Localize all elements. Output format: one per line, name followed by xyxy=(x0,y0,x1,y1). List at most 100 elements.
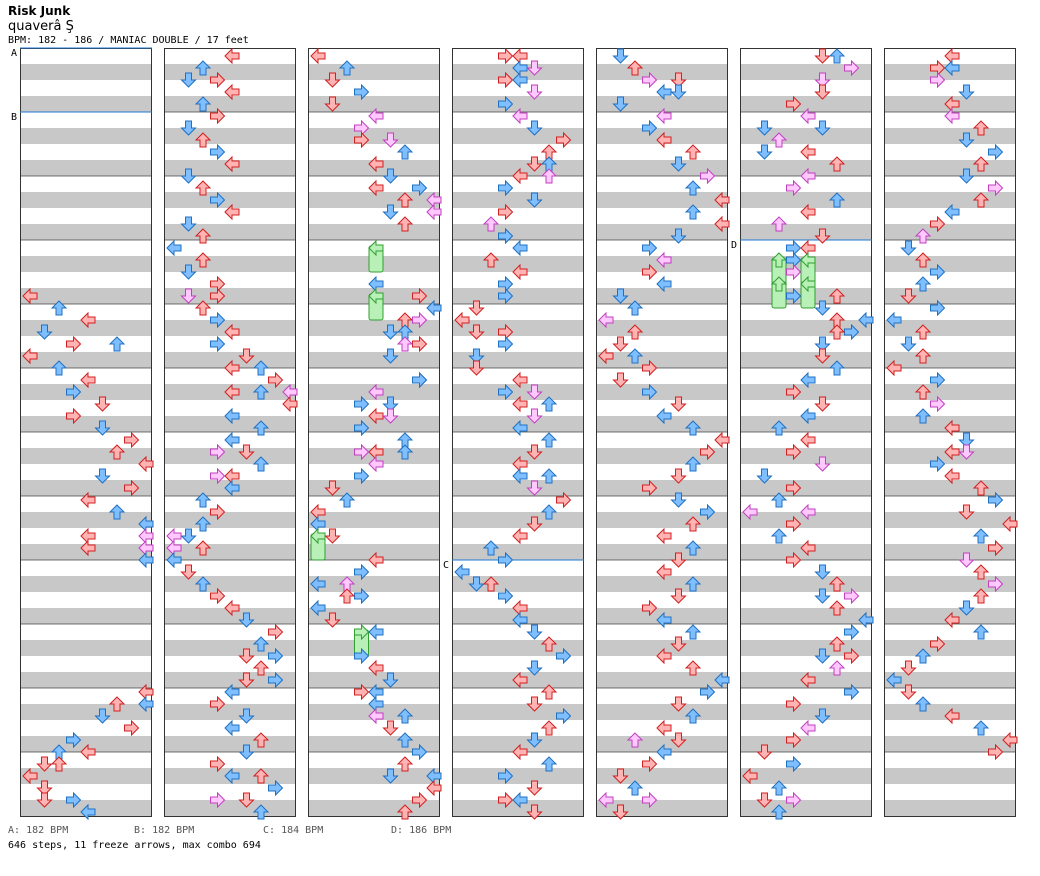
column-border xyxy=(884,48,1016,817)
beat-stripe xyxy=(740,192,872,208)
beat-stripe xyxy=(20,704,152,720)
beat-stripe xyxy=(164,64,296,80)
beat-stripe xyxy=(596,64,728,80)
beat-stripe xyxy=(20,512,152,528)
beat-stripe xyxy=(20,416,152,432)
beat-stripe xyxy=(740,384,872,400)
beat-stripe xyxy=(596,672,728,688)
beat-stripe xyxy=(884,160,1016,176)
bpm-legend-b-label: B: xyxy=(134,825,147,836)
chart-header: Risk Junk quaverâ Ş BPM: 182 - 186 / MAN… xyxy=(8,4,249,46)
song-artist: quaverâ Ş xyxy=(8,19,74,34)
beat-stripe xyxy=(164,576,296,592)
beat-stripe xyxy=(308,608,440,624)
chart-info: BPM: 182 - 186 / MANIAC DOUBLE / 17 feet xyxy=(8,35,249,46)
beat-stripe xyxy=(20,288,152,304)
beat-stripe xyxy=(308,352,440,368)
bpm-legend-d: D: 186 BPM xyxy=(391,825,451,836)
beat-stripe xyxy=(884,576,1016,592)
beat-stripe xyxy=(884,288,1016,304)
beat-stripe xyxy=(884,768,1016,784)
bpm-legend-c-value: 184 BPM xyxy=(281,825,324,836)
beat-stripe xyxy=(20,192,152,208)
beat-stripe xyxy=(884,352,1016,368)
beat-stripe xyxy=(884,512,1016,528)
beat-stripe xyxy=(308,64,440,80)
column-border xyxy=(740,48,872,817)
beat-stripe xyxy=(20,480,152,496)
beat-stripe xyxy=(164,256,296,272)
column-border xyxy=(596,48,728,817)
beat-stripe xyxy=(884,544,1016,560)
beat-stripe xyxy=(164,704,296,720)
beat-stripe xyxy=(452,128,584,144)
beat-stripe xyxy=(740,512,872,528)
beat-stripe xyxy=(596,544,728,560)
beat-stripe xyxy=(740,96,872,112)
beat-stripe xyxy=(452,224,584,240)
beat-stripe xyxy=(308,544,440,560)
beat-stripe xyxy=(596,352,728,368)
beat-stripe xyxy=(452,704,584,720)
beat-stripe xyxy=(308,576,440,592)
beat-stripe xyxy=(452,352,584,368)
chart-column-6 xyxy=(740,48,872,817)
beat-stripe xyxy=(740,768,872,784)
beat-stripe xyxy=(452,320,584,336)
beat-stripe xyxy=(20,576,152,592)
bpm-change-label: C xyxy=(443,560,449,571)
beat-stripe xyxy=(740,224,872,240)
column-border xyxy=(164,48,296,817)
beat-stripe xyxy=(884,320,1016,336)
beat-stripe xyxy=(20,320,152,336)
beat-stripe xyxy=(20,768,152,784)
bpm-change-label: D xyxy=(731,240,737,251)
beat-stripe xyxy=(20,352,152,368)
beat-stripe xyxy=(884,224,1016,240)
beat-stripe xyxy=(596,800,728,816)
beat-stripe xyxy=(452,192,584,208)
beat-stripe xyxy=(308,512,440,528)
bpm-legend-c: C: 184 BPM xyxy=(263,825,323,836)
bpm-legend-d-label: D: xyxy=(391,825,404,836)
bpm-legend-a-value: 182 BPM xyxy=(26,825,69,836)
beat-stripe xyxy=(20,640,152,656)
beat-stripe xyxy=(20,672,152,688)
chart-column-1 xyxy=(20,48,152,817)
beat-stripe xyxy=(452,544,584,560)
beat-stripe xyxy=(164,512,296,528)
beat-stripe xyxy=(20,608,152,624)
bpm-legend-c-label: C: xyxy=(263,825,276,836)
beat-stripe xyxy=(740,448,872,464)
bpm-change-label: A xyxy=(11,48,17,59)
bpm-legend-b-value: 182 BPM xyxy=(152,825,195,836)
beat-stripe xyxy=(740,704,872,720)
beat-stripe xyxy=(596,96,728,112)
beat-stripe xyxy=(596,768,728,784)
beat-stripe xyxy=(596,384,728,400)
beat-stripe xyxy=(452,288,584,304)
song-title: Risk Junk xyxy=(8,4,71,18)
beat-stripe xyxy=(20,384,152,400)
beat-stripe xyxy=(164,544,296,560)
beat-stripe xyxy=(740,608,872,624)
beat-stripe xyxy=(164,288,296,304)
beat-stripe xyxy=(452,768,584,784)
beat-stripe xyxy=(20,64,152,80)
beat-stripe xyxy=(884,384,1016,400)
beat-stripe xyxy=(596,320,728,336)
beat-stripe xyxy=(596,640,728,656)
beat-stripe xyxy=(20,736,152,752)
beat-stripe xyxy=(164,448,296,464)
beat-stripe xyxy=(452,800,584,816)
beat-stripe xyxy=(308,128,440,144)
beat-stripe xyxy=(596,704,728,720)
beat-stripe xyxy=(308,672,440,688)
beat-stripe xyxy=(308,416,440,432)
beat-stripe xyxy=(308,768,440,784)
beat-stripe xyxy=(164,800,296,816)
beat-stripe xyxy=(740,352,872,368)
beat-stripe xyxy=(884,128,1016,144)
column-border xyxy=(308,48,440,817)
